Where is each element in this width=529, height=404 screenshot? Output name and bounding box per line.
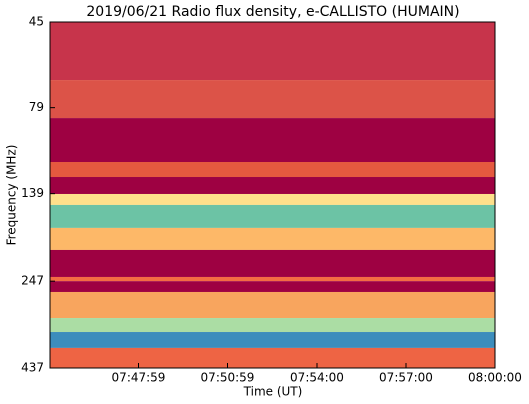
spectrum-band <box>50 281 495 292</box>
spectrum-band <box>50 177 495 194</box>
y-tick-label: 45 <box>29 15 44 29</box>
spectrum-band <box>50 332 495 348</box>
spectrum-band <box>50 227 495 250</box>
plot-frame <box>49 21 496 369</box>
spectrum-band <box>50 22 495 81</box>
x-axis-label: Time (UT) <box>243 385 303 399</box>
spectrum-band <box>50 118 495 163</box>
spectrum-band <box>50 347 495 368</box>
chart-title: 2019/06/21 Radio flux density, e-CALLIST… <box>86 4 459 20</box>
y-tick-label: 247 <box>21 274 44 288</box>
spectrum-band <box>50 80 495 119</box>
spectrum-band <box>50 291 495 319</box>
spectrum-band <box>50 204 495 228</box>
y-tick-label: 139 <box>21 186 44 200</box>
y-axis-label: Frequency (MHz) <box>5 145 19 246</box>
x-tick-label: 08:00:00 <box>468 371 522 385</box>
spectrum-band <box>50 249 495 277</box>
x-tick-label: 07:50:59 <box>201 371 255 385</box>
x-tick-label: 07:47:59 <box>112 371 166 385</box>
x-tick-label: 07:57:00 <box>379 371 433 385</box>
spectrum-band <box>50 162 495 178</box>
spectrum-band <box>50 193 495 205</box>
y-tick-label: 79 <box>29 100 44 114</box>
y-tick-label: 437 <box>21 361 44 375</box>
x-tick-label: 07:54:00 <box>290 371 344 385</box>
spectrum-band <box>50 276 495 282</box>
spectrum-band <box>50 318 495 333</box>
